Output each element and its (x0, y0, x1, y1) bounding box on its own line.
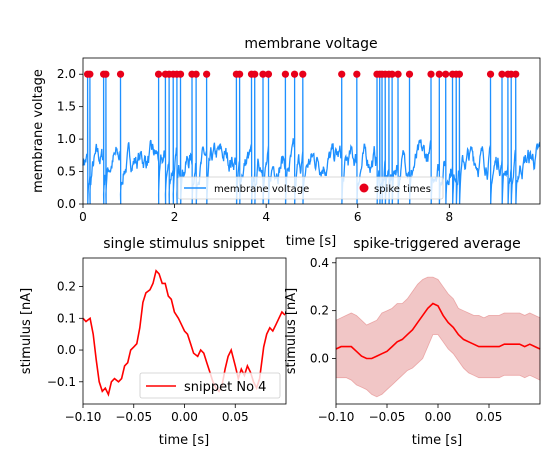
spike-marker (427, 70, 435, 78)
y-tick-label: 0.2 (57, 280, 76, 294)
y-tick-label: 1.5 (57, 100, 76, 114)
x-tick-label: 0.00 (425, 410, 452, 424)
spike-marker (102, 70, 110, 78)
legend-dot-swatch (359, 183, 369, 193)
spike-marker (264, 70, 273, 78)
x-tick-label: −0.05 (369, 410, 406, 424)
spike-marker (338, 70, 346, 78)
x-tick-label: 4 (262, 210, 270, 224)
x-tick-label: 0.05 (476, 410, 503, 424)
spike-marker (442, 70, 450, 78)
spike-marker (259, 70, 267, 78)
sta-ylabel: stimulus [nA] (284, 288, 299, 374)
spike-marker (394, 70, 402, 78)
spike-marker (236, 70, 244, 78)
legend-box (177, 176, 444, 200)
voltage-trace-layer (82, 74, 541, 205)
voltage-panel: membrane voltage 0 2 4 6 8 0.0 0.5 1.0 1.5 2.0 t… (31, 36, 541, 249)
y-tick-label: 0.4 (310, 256, 329, 270)
snippet-legend: snippet No 4 (139, 372, 281, 399)
x-tick-label: 6 (354, 210, 362, 224)
y-tick-label: 0.1 (57, 311, 76, 325)
voltage-trace-line (82, 74, 541, 205)
spike-marker (299, 70, 307, 78)
voltage-x-ticks: 0 2 4 6 8 (79, 204, 453, 224)
sta-y-ticks: 0.0 0.2 0.4 (310, 256, 336, 366)
y-tick-label: 0.5 (57, 165, 76, 179)
spike-marker (455, 70, 464, 78)
spike-marker (512, 70, 520, 78)
spike-marker (154, 70, 163, 78)
y-tick-label: 1.0 (57, 132, 76, 146)
x-tick-label: 2 (171, 210, 179, 224)
spike-marker (405, 70, 414, 78)
voltage-axes-frame (82, 57, 541, 205)
spike-marker (290, 70, 299, 78)
legend-label-voltage: membrane voltage (214, 184, 309, 195)
spike-marker (281, 70, 289, 78)
snippet-y-ticks: −0.1 0.0 0.1 0.2 (47, 280, 83, 389)
spike-marker (203, 70, 211, 78)
x-tick-label: −0.05 (115, 410, 152, 424)
voltage-legend: membrane voltage spike times (177, 176, 444, 200)
snippet-title: single stimulus snippet (103, 236, 265, 252)
spike-marker (388, 70, 396, 78)
sta-mean-line (335, 302, 541, 360)
spike-marker (86, 70, 94, 78)
voltage-title: membrane voltage (244, 36, 377, 52)
voltage-ylabel: membrane voltage (31, 69, 46, 193)
spike-marker (116, 70, 125, 78)
sta-panel: spike-triggered average −0.10 −0.05 0.00 0.… (284, 236, 541, 448)
y-tick-label: 0.2 (310, 304, 329, 318)
spike-marker (251, 70, 259, 78)
voltage-y-ticks: 0.0 0.5 1.0 1.5 2.0 (57, 67, 83, 211)
sta-xlabel: time [s] (412, 433, 462, 448)
x-tick-label: 0.05 (222, 410, 249, 424)
y-tick-label: 0.0 (310, 352, 329, 366)
spike-marker (192, 70, 200, 78)
legend-label-spikes: spike times (374, 184, 431, 195)
x-tick-label: −0.10 (318, 410, 355, 424)
spike-marker (176, 70, 185, 78)
snippet-panel: single stimulus snippet −0.10 −0.05 0.00 0.… (19, 236, 287, 448)
x-tick-label: −0.10 (65, 410, 102, 424)
y-tick-label: 0.0 (57, 197, 76, 211)
legend-box (139, 372, 281, 399)
y-tick-label: 0.0 (57, 343, 76, 357)
y-tick-label: 2.0 (57, 67, 76, 81)
snippet-ylabel: stimulus [nA] (19, 288, 34, 374)
x-tick-label: 0.00 (171, 410, 198, 424)
sta-x-ticks: −0.10 −0.05 0.00 0.05 (318, 404, 503, 424)
x-tick-label: 0 (79, 210, 87, 224)
sta-line-layer (335, 302, 541, 360)
legend-label-snippet: snippet No 4 (184, 380, 266, 395)
spike-marker (353, 70, 361, 78)
snippet-x-ticks: −0.10 −0.05 0.00 0.05 (65, 404, 249, 424)
spike-marker (498, 70, 506, 78)
spike-marker (486, 70, 495, 78)
voltage-xlabel: time [s] (286, 234, 336, 249)
y-tick-label: −0.1 (47, 375, 76, 389)
sta-title: spike-triggered average (353, 236, 521, 252)
spike-markers-layer (83, 70, 520, 78)
spike-marker (435, 70, 443, 78)
snippet-xlabel: time [s] (159, 433, 209, 448)
x-tick-label: 8 (446, 210, 454, 224)
